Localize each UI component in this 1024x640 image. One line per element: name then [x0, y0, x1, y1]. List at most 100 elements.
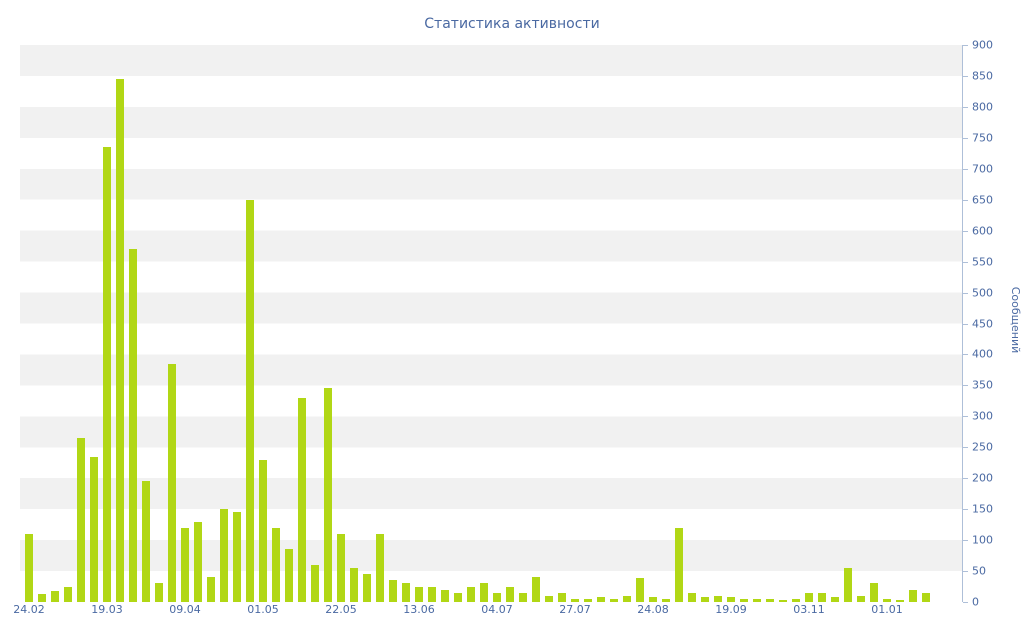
y-axis-tick [963, 292, 968, 294]
y-axis-tick [963, 106, 968, 108]
bar [831, 597, 839, 602]
bar [701, 597, 709, 602]
y-axis-label: 400 [972, 347, 993, 361]
bar [571, 598, 579, 602]
y-axis-label: 850 [972, 69, 993, 83]
bar [454, 592, 462, 602]
y-axis-tick [963, 602, 968, 603]
bar [727, 597, 735, 602]
x-axis-label: 24.02 [13, 603, 45, 616]
x-axis-label: 22.05 [325, 603, 357, 616]
bar [623, 595, 631, 602]
bar [844, 567, 852, 602]
y-axis-tick [963, 385, 968, 387]
bar [441, 589, 449, 602]
y-axis-label: 800 [972, 100, 993, 114]
y-axis-label: 300 [972, 409, 993, 423]
y-axis-tick [963, 168, 968, 170]
bar [168, 363, 176, 602]
y-axis: 0 50 100 150 200 250 300 350 400 450 500 550 600 650 7… [963, 40, 1023, 608]
y-axis-label: 0 [972, 595, 979, 609]
bar [857, 595, 865, 602]
y-axis-tick [963, 323, 968, 325]
y-axis-line [962, 45, 963, 602]
bar [818, 592, 826, 602]
x-axis-label: 19.09 [715, 603, 747, 616]
bar [298, 397, 306, 602]
y-axis-title: Сообщений [1009, 286, 1022, 354]
x-axis-label: 24.08 [637, 603, 669, 616]
bar [753, 598, 761, 602]
bar [181, 527, 189, 602]
y-axis-label: 50 [972, 564, 986, 578]
bar [103, 147, 111, 602]
bar [597, 597, 605, 602]
y-axis-label: 500 [972, 286, 993, 300]
y-axis-label: 550 [972, 255, 993, 269]
bar [740, 598, 748, 602]
bar [610, 598, 618, 602]
bar [662, 598, 670, 602]
bar [584, 598, 592, 602]
bar [363, 574, 371, 602]
bar [90, 456, 98, 602]
bar [519, 592, 527, 602]
bar [220, 509, 228, 602]
x-axis-label: 04.07 [481, 603, 513, 616]
x-axis-label: 09.04 [169, 603, 201, 616]
bar [25, 533, 33, 602]
bar [311, 564, 319, 602]
bar [415, 586, 423, 602]
bar [649, 597, 657, 602]
y-axis-tick [963, 45, 968, 46]
x-axis-label: 13.06 [403, 603, 435, 616]
y-axis-tick [963, 478, 968, 480]
bar [792, 598, 800, 602]
bar [532, 577, 540, 602]
bar [285, 549, 293, 602]
y-axis-label: 750 [972, 131, 993, 145]
y-axis-label: 600 [972, 224, 993, 238]
bar [506, 586, 514, 602]
bar [155, 583, 163, 602]
x-axis: 24.02 19.03 09.04 01.05 22.05 13.06 04.07 27.07… [13, 603, 962, 624]
bar [480, 583, 488, 602]
bar [376, 533, 384, 602]
bar [428, 586, 436, 602]
bar [142, 481, 150, 602]
y-axis-label: 900 [972, 38, 993, 52]
bar [194, 521, 202, 602]
bar [922, 592, 930, 602]
bar [64, 586, 72, 602]
y-axis-tick [963, 75, 968, 77]
plot-area [20, 45, 962, 602]
x-axis-label: 03.11 [793, 603, 825, 616]
bar [493, 592, 501, 602]
y-axis-label: 200 [972, 471, 993, 485]
bar [675, 527, 683, 602]
y-axis-tick [963, 447, 968, 449]
bar [779, 600, 787, 602]
bar [883, 598, 891, 602]
y-axis-tick [963, 354, 968, 356]
bar [324, 388, 332, 602]
bar [77, 438, 85, 602]
bar [714, 595, 722, 602]
bar [805, 592, 813, 602]
bar [688, 592, 696, 602]
bar [129, 249, 137, 602]
bar [246, 199, 254, 602]
bar [389, 580, 397, 602]
y-axis-tick [963, 540, 968, 542]
y-axis-label: 700 [972, 162, 993, 176]
y-axis-tick [963, 230, 968, 232]
x-axis-label: 27.07 [559, 603, 591, 616]
bars [20, 45, 962, 602]
y-axis-label: 100 [972, 533, 993, 547]
bar [896, 600, 904, 602]
chart-title: Статистика активности [424, 16, 600, 32]
y-axis-tick [963, 509, 968, 511]
y-axis-label: 250 [972, 440, 993, 454]
bar [116, 79, 124, 602]
